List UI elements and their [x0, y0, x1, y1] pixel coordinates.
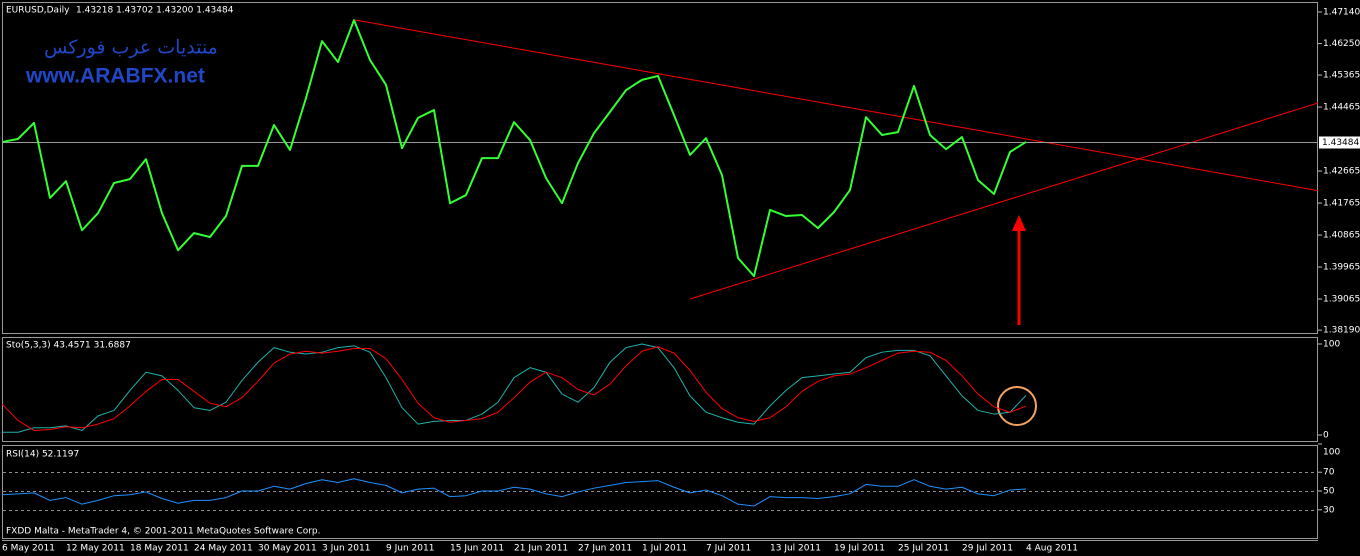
x-tick-label: 6 May 2011 — [2, 544, 55, 554]
x-tick-label: 25 Jul 2011 — [898, 544, 949, 554]
plot-area — [3, 19, 1027, 278]
y-tick-label: 1.39965 — [1323, 263, 1360, 273]
y-tick-label: 1.38190 — [1323, 326, 1360, 336]
x-tick-label: 18 May 2011 — [130, 544, 189, 554]
x-tick-label: 9 Jun 2011 — [386, 544, 434, 554]
y-tick-label: 1.39065 — [1323, 295, 1360, 305]
x-tick-label: 12 May 2011 — [66, 544, 125, 554]
x-tick-label: 24 May 2011 — [194, 544, 253, 554]
y-tick-label: 100 — [1323, 340, 1340, 350]
data-line — [2, 343, 1027, 433]
y-tick-label: 1.45365 — [1323, 71, 1360, 81]
y-tick-label: 1.40865 — [1323, 231, 1360, 241]
highlight-circle — [997, 386, 1037, 426]
x-tick-label: 19 Jul 2011 — [834, 544, 885, 554]
plot-area — [1, 343, 1027, 433]
y-tick-label: 70 — [1323, 468, 1335, 478]
x-tick-label: 30 May 2011 — [258, 544, 317, 554]
y-tick-label: 1.47140 — [1323, 7, 1360, 17]
trendlines — [354, 19, 1318, 300]
footer: FXDD Malta - MetaTrader 4, © 2001-2011 M… — [6, 527, 321, 537]
x-tick-label: 27 Jun 2011 — [578, 544, 632, 554]
stochastic-pane — [2, 337, 1318, 442]
watermark-arabic: منتديات عرب فوركس — [44, 37, 218, 59]
x-tick-label: 7 Jul 2011 — [706, 544, 751, 554]
x-tick-label: 13 Jul 2011 — [770, 544, 821, 554]
plot-area — [1, 478, 1027, 507]
indicator-title: RSI(14) 52.1197 — [6, 450, 79, 460]
watermark-url: www.ARABFX.net — [25, 65, 205, 88]
data-line — [1, 478, 1027, 507]
indicator-title: Sto(5,3,3) 43.4571 31.6887 — [6, 341, 131, 351]
trendline — [354, 19, 1318, 192]
chart-quote: 1.43218 1.43702 1.43200 1.43484 — [76, 6, 234, 16]
y-tick-label: 100 — [1323, 448, 1340, 458]
arrow — [1012, 215, 1026, 325]
y-tick-label: 50 — [1323, 487, 1335, 497]
data-line — [3, 19, 1027, 278]
y-tick-label: 1.41765 — [1323, 199, 1360, 209]
y-tick-label: 30 — [1323, 505, 1335, 515]
y-tick-label: 1.42665 — [1323, 167, 1360, 177]
price-pane — [2, 2, 1318, 334]
x-tick-label: 15 Jun 2011 — [450, 544, 504, 554]
price-label-box — [1319, 136, 1360, 149]
x-tick-label: 3 Jun 2011 — [322, 544, 370, 554]
x-tick-label: 4 Aug 2011 — [1026, 544, 1078, 554]
data-line — [1, 346, 1027, 431]
trendline — [689, 102, 1318, 300]
x-tick-label: 29 Jul 2011 — [962, 544, 1013, 554]
x-tick-label: 1 Jul 2011 — [642, 544, 687, 554]
x-tick-label: 21 Jun 2011 — [514, 544, 568, 554]
y-tick-label: 1.44465 — [1323, 103, 1360, 113]
chart-title: EURUSD,Daily — [6, 6, 70, 16]
arrow-head — [1012, 215, 1026, 231]
y-tick-label: 0 — [1323, 431, 1329, 441]
y-tick-label: 1.46250 — [1323, 39, 1360, 49]
price-label: 1.43484 — [1322, 138, 1359, 148]
